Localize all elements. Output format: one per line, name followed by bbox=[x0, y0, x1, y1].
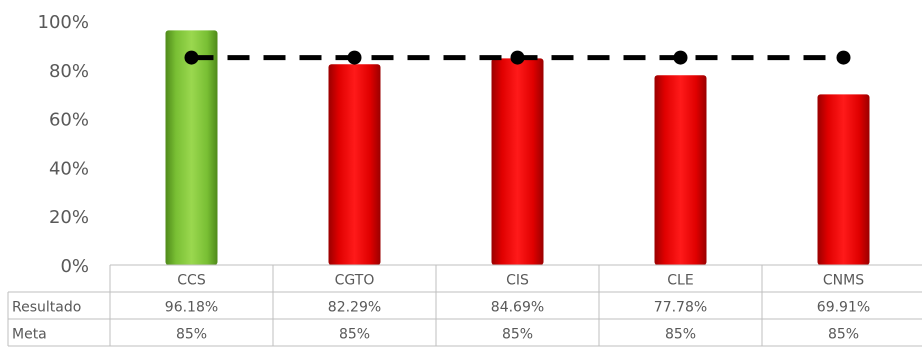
bar-cis bbox=[491, 58, 544, 265]
meta-marker-cgto bbox=[347, 50, 362, 65]
table-cell-value: 77.78% bbox=[654, 300, 707, 316]
x-tick-label: CLE bbox=[667, 273, 693, 289]
meta-marker-ccs bbox=[184, 50, 199, 65]
table-cell-value: 84.69% bbox=[491, 300, 544, 316]
table-cell-value: 85% bbox=[502, 327, 533, 343]
table-cell-value: 85% bbox=[176, 327, 207, 343]
x-tick-label: CGTO bbox=[335, 273, 375, 289]
x-tick-label: CNMS bbox=[823, 273, 864, 289]
table-cell-value: 96.18% bbox=[165, 300, 218, 316]
y-tick-label: 20% bbox=[49, 207, 89, 228]
bar-cnms bbox=[817, 94, 870, 265]
table-cell-value: 85% bbox=[665, 327, 696, 343]
y-tick-label: 80% bbox=[49, 61, 89, 82]
bar-cle bbox=[654, 75, 707, 265]
bar-ccs bbox=[165, 30, 218, 265]
y-tick-label: 0% bbox=[60, 256, 89, 277]
meta-marker-cle bbox=[673, 50, 688, 65]
y-tick-label: 100% bbox=[38, 12, 89, 33]
meta-marker-cnms bbox=[836, 50, 851, 65]
meta-line-group bbox=[184, 50, 851, 65]
table-row-label: Meta bbox=[12, 327, 47, 343]
bar-cgto bbox=[328, 64, 381, 265]
x-tick-label: CCS bbox=[177, 273, 206, 289]
bars-group bbox=[165, 30, 870, 265]
table-row-label: Resultado bbox=[12, 300, 81, 316]
table-cell-value: 85% bbox=[828, 327, 859, 343]
table-cell-value: 82.29% bbox=[328, 300, 381, 316]
x-tick-label: CIS bbox=[506, 273, 529, 289]
y-tick-label: 60% bbox=[49, 110, 89, 131]
data-table: CCS CGTO CIS CLE CNMS Resultado 96.18% 82.29% 84… bbox=[7, 264, 922, 347]
meta-marker-cis bbox=[510, 50, 525, 65]
y-tick-label: 40% bbox=[49, 158, 89, 179]
y-axis: 0% 20% 40% 60% 80% 100% bbox=[38, 12, 89, 277]
table-cell-value: 85% bbox=[339, 327, 370, 343]
table-cell-value: 69.91% bbox=[817, 300, 870, 316]
